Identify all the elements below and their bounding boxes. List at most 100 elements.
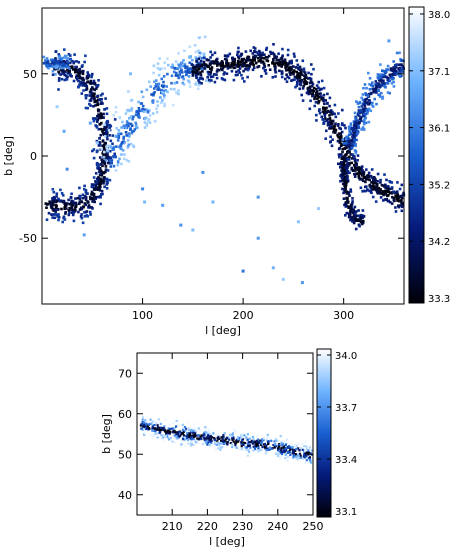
star-point <box>45 63 48 67</box>
star-point <box>302 67 306 71</box>
star-point <box>83 83 87 87</box>
star-point <box>237 440 240 443</box>
star-point <box>231 432 234 435</box>
star-point <box>104 141 107 145</box>
star-point <box>78 208 82 211</box>
star-point <box>272 59 275 62</box>
star-point <box>223 57 227 61</box>
star-point <box>306 461 309 464</box>
star-point <box>141 95 145 99</box>
star-point <box>247 440 250 444</box>
star-point <box>305 459 308 462</box>
star-point <box>352 142 356 145</box>
star-point <box>177 89 180 92</box>
star-point <box>104 156 108 159</box>
x-tick-label: 250 <box>303 520 324 533</box>
y-tick-label: -50 <box>19 232 37 245</box>
star-point <box>210 79 213 82</box>
star-point <box>207 431 210 434</box>
star-point <box>207 428 210 432</box>
star-point <box>102 154 106 157</box>
star-point <box>78 200 82 203</box>
star-point <box>84 190 88 194</box>
star-point <box>160 67 163 70</box>
star-point <box>282 447 285 450</box>
star-point <box>301 456 304 459</box>
star-point <box>237 46 240 50</box>
y-tick-label: 50 <box>118 448 132 461</box>
star-point <box>70 211 74 214</box>
star-point <box>163 435 166 438</box>
star-point <box>90 91 94 95</box>
star-point <box>102 182 105 185</box>
star-point <box>120 141 124 144</box>
star-point <box>306 89 310 93</box>
star-point <box>93 117 97 120</box>
star-point <box>244 50 248 53</box>
star-point <box>57 77 61 80</box>
star-point <box>309 452 312 455</box>
star-point <box>381 95 385 99</box>
star-point <box>304 450 307 453</box>
star-point <box>81 221 85 225</box>
star-point <box>353 172 356 176</box>
star-point <box>181 426 184 429</box>
star-point <box>344 126 347 130</box>
star-point <box>129 115 133 118</box>
star-point <box>397 198 400 201</box>
star-point <box>382 82 386 85</box>
star-point <box>82 205 85 209</box>
star-point <box>249 49 252 53</box>
star-point <box>154 79 158 82</box>
star-point <box>379 196 383 199</box>
star-point <box>176 437 179 440</box>
star-point <box>293 69 296 73</box>
star-point <box>248 450 251 454</box>
star-point <box>379 84 382 87</box>
star-point <box>376 89 380 92</box>
star-point <box>189 444 192 448</box>
star-point <box>350 146 354 150</box>
star-point <box>379 95 382 99</box>
star-point <box>307 451 310 454</box>
star-point <box>151 426 154 429</box>
star-point <box>103 135 107 138</box>
star-point <box>303 78 306 81</box>
star-point <box>101 92 104 96</box>
star-point <box>98 173 102 177</box>
star-point <box>152 92 155 95</box>
star-point <box>129 128 132 131</box>
star-point <box>86 80 90 83</box>
star-point <box>173 427 177 430</box>
star-point <box>349 209 352 212</box>
star-point <box>153 427 156 430</box>
star-point <box>345 153 348 156</box>
star-point <box>347 133 351 137</box>
star-point <box>158 428 161 431</box>
star-point <box>200 434 203 437</box>
star-point <box>159 422 162 425</box>
star-point <box>111 134 115 137</box>
star-point <box>214 59 218 62</box>
star-point <box>392 66 395 69</box>
star-point <box>233 60 236 63</box>
star-point <box>363 100 367 104</box>
star-point <box>286 48 290 52</box>
star-point <box>99 172 102 175</box>
star-point <box>214 441 217 444</box>
star-point <box>364 112 368 116</box>
star-point <box>54 73 57 76</box>
star-point <box>161 438 165 442</box>
star-point <box>256 65 259 69</box>
star-point <box>162 80 165 84</box>
star-point <box>324 117 327 120</box>
star-point <box>144 424 147 427</box>
star-point <box>91 96 95 99</box>
star-point <box>130 124 134 127</box>
star-point <box>81 79 85 82</box>
star-point <box>357 168 360 171</box>
star-point <box>331 138 334 141</box>
star-point <box>65 202 69 205</box>
star-point <box>145 108 149 111</box>
star-point <box>208 440 211 443</box>
